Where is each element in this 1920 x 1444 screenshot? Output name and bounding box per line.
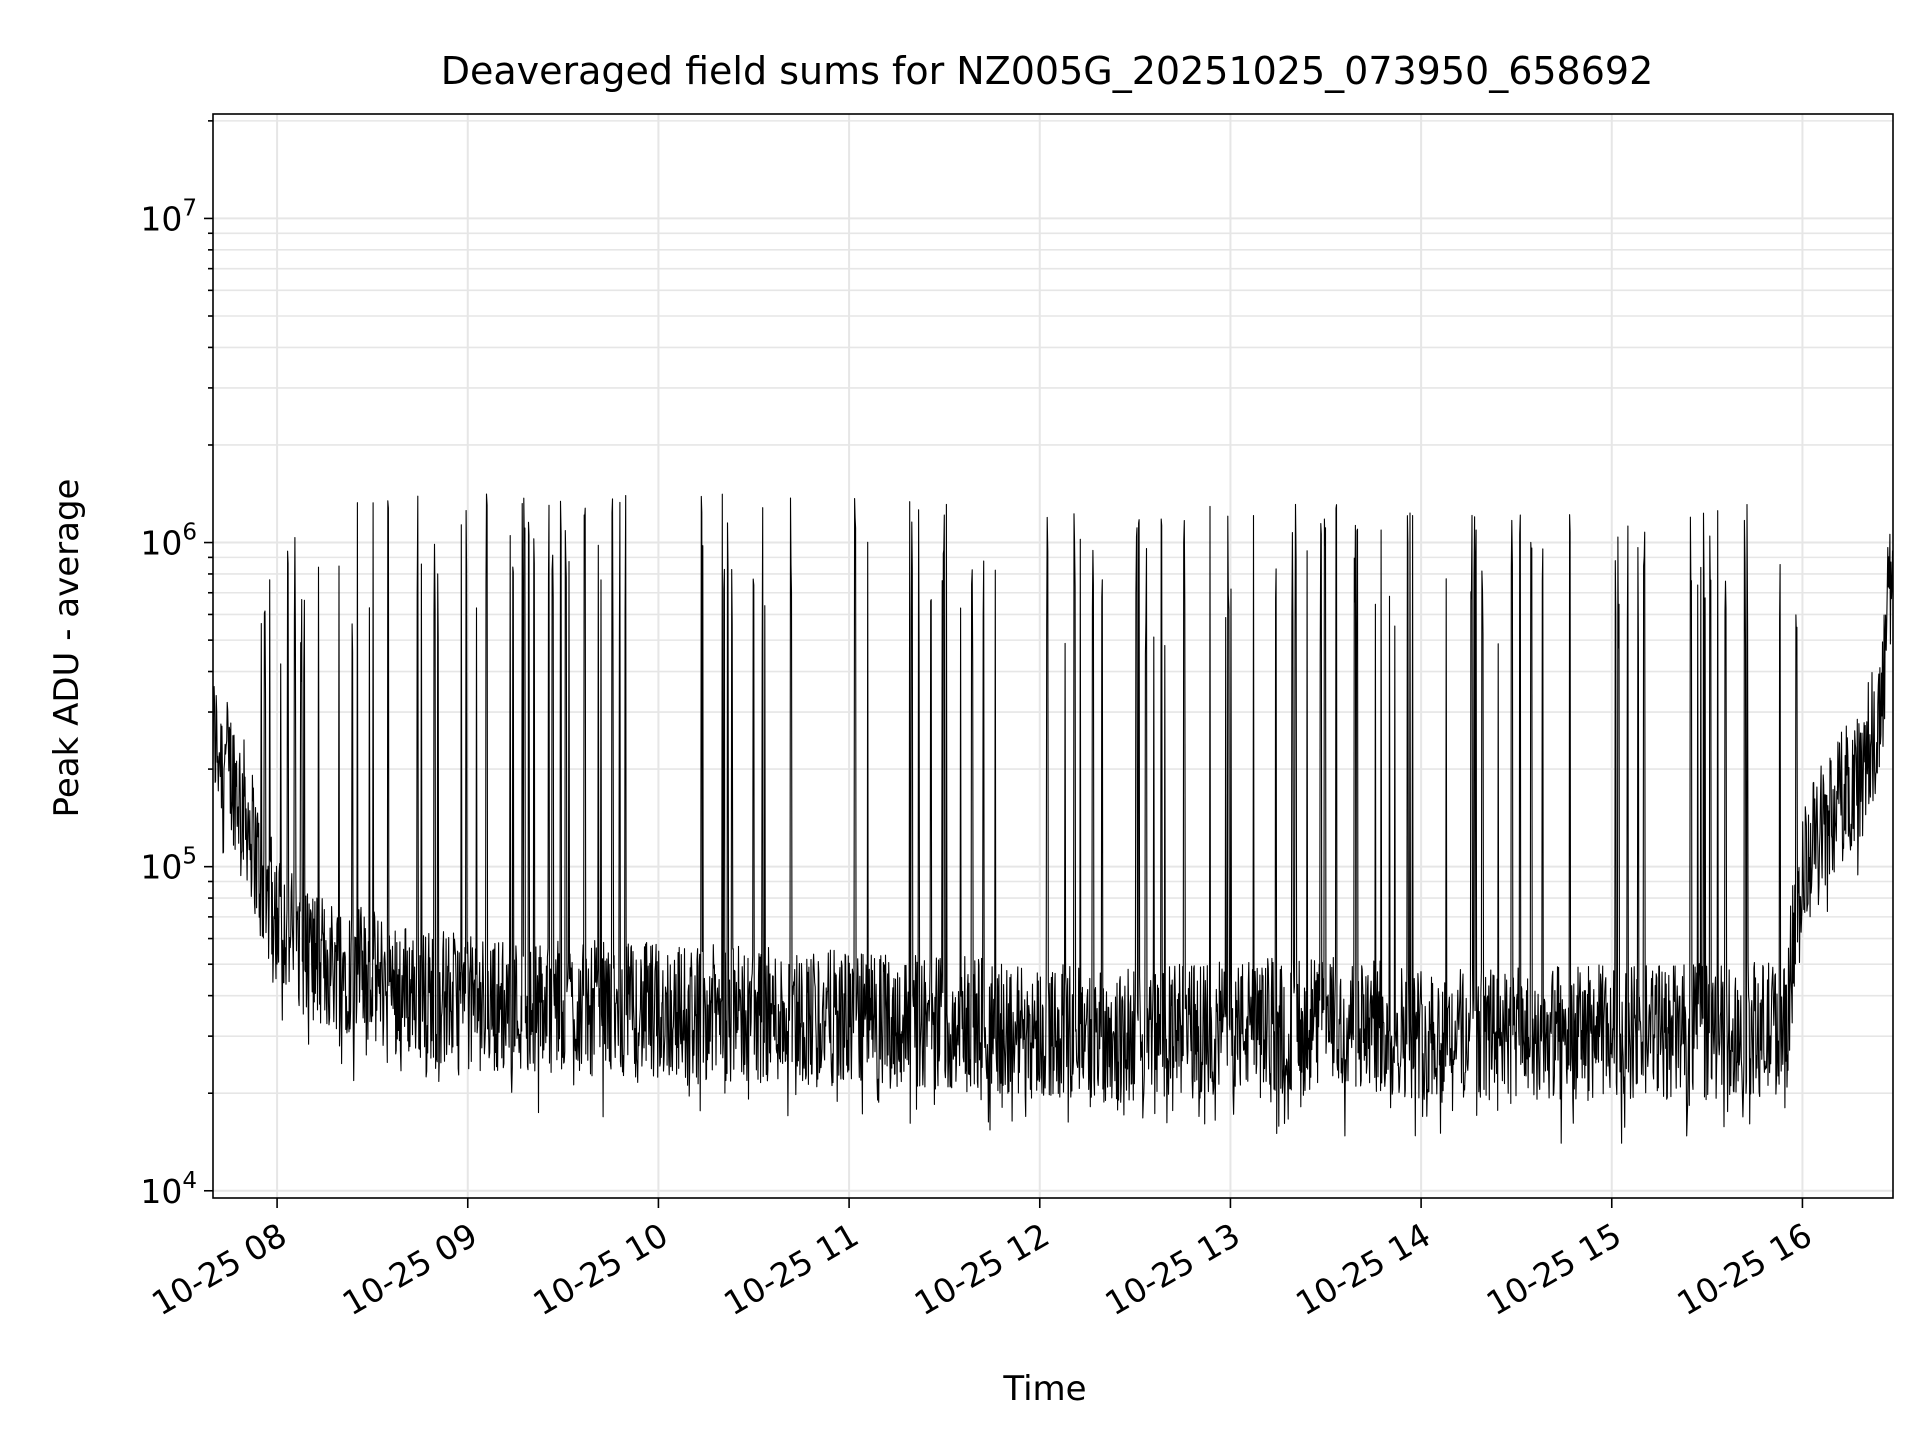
series-line <box>212 493 1894 1144</box>
y-axis-label: Peak ADU - average <box>47 479 87 818</box>
grid <box>213 114 1893 1198</box>
x-tick-label: 10-25 16 <box>1670 1215 1818 1323</box>
x-axis: 10-25 08 10-25 09 10-25 10 10-25 11 10-25 12… <box>145 1198 1818 1323</box>
y-tick-label: 106 <box>140 520 197 563</box>
x-tick-label: 10-25 09 <box>336 1215 484 1323</box>
x-axis-label: Time <box>1002 1369 1086 1409</box>
x-tick-label: 10-25 14 <box>1289 1215 1437 1323</box>
y-tick-label: 104 <box>140 1168 197 1211</box>
y-axis: 104 105 106 107 <box>140 120 213 1211</box>
y-tick-label: 105 <box>140 844 197 887</box>
x-tick-label: 10-25 10 <box>526 1215 674 1323</box>
x-tick-label: 10-25 12 <box>908 1215 1056 1323</box>
x-tick-label: 10-25 11 <box>717 1215 865 1323</box>
plot-frame <box>212 113 1894 1199</box>
y-tick-label: 107 <box>140 195 197 238</box>
x-tick-label: 10-25 15 <box>1480 1215 1628 1323</box>
chart-title: Deaveraged field sums for NZ005G_2025102… <box>441 49 1654 93</box>
x-tick-label: 10-25 13 <box>1098 1215 1246 1323</box>
x-tick-label: 10-25 08 <box>145 1215 293 1323</box>
series-layer <box>212 493 1894 1144</box>
